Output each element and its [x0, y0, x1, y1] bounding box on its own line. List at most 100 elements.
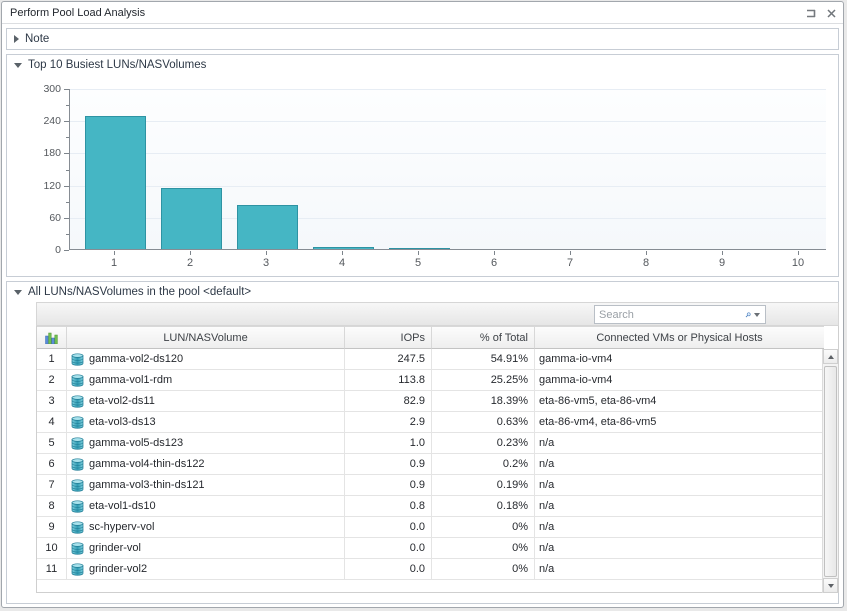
- table-row[interactable]: 3 eta-vol2-ds11 82.9 18.39% eta-86-vm5, eta-…: [37, 391, 838, 412]
- x-axis-label: 2: [186, 257, 194, 269]
- database-icon: [71, 394, 84, 408]
- iops-cell: 82.9: [345, 391, 432, 412]
- close-icon: [826, 8, 836, 18]
- table-row[interactable]: 2 gamma-vol1-rdm 113.8 25.25% gamma-io-vm4: [37, 370, 838, 391]
- database-icon: [71, 499, 84, 513]
- note-header[interactable]: Note: [7, 29, 838, 49]
- pct-cell: 18.39%: [432, 391, 535, 412]
- search-options-caret-icon[interactable]: [754, 312, 760, 317]
- y-minor-tick: [66, 105, 69, 106]
- chart-column-icon: [45, 332, 58, 344]
- x-axis-label: 3: [262, 257, 270, 269]
- hosts-cell: eta-86-vm4, eta-86-vm5: [535, 412, 824, 433]
- pct-cell: 0%: [432, 559, 535, 580]
- y-major-tick: [64, 153, 69, 154]
- lun-name: grinder-vol: [89, 542, 141, 554]
- table-row[interactable]: 8 eta-vol1-ds10 0.8 0.18% n/a: [37, 496, 838, 517]
- table-row[interactable]: 11 grinder-vol2 0.0 0% n/a: [37, 559, 838, 580]
- lun-cell: gamma-vol1-rdm: [67, 370, 345, 391]
- lun-cell: gamma-vol4-thin-ds122: [67, 454, 345, 475]
- pct-cell: 54.91%: [432, 349, 535, 370]
- lun-name: grinder-vol2: [89, 563, 148, 575]
- table-row[interactable]: 7 gamma-vol3-thin-ds121 0.9 0.19% n/a: [37, 475, 838, 496]
- column-header-pct[interactable]: % of Total: [432, 326, 535, 349]
- lun-name: gamma-vol3-thin-ds121: [89, 479, 205, 491]
- dock-restore-icon: [807, 9, 816, 17]
- row-rank: 11: [37, 559, 67, 580]
- x-tick: [570, 251, 571, 255]
- lun-name: eta-vol3-ds13: [89, 416, 156, 428]
- lun-name: eta-vol2-ds11: [89, 395, 155, 407]
- column-header-lun[interactable]: LUN/NASVolume: [67, 326, 345, 349]
- table-row[interactable]: 9 sc-hyperv-vol 0.0 0% n/a: [37, 517, 838, 538]
- scrollbar-thumb[interactable]: [824, 366, 837, 577]
- close-button[interactable]: [825, 7, 837, 19]
- table-row[interactable]: 10 grinder-vol 0.0 0% n/a: [37, 538, 838, 559]
- bar: [388, 248, 450, 249]
- hosts-cell: n/a: [535, 559, 824, 580]
- x-axis-label: 1: [110, 257, 118, 269]
- all-luns-panel: All LUNs/NASVolumes in the pool <default…: [6, 281, 839, 604]
- iops-cell: 0.0: [345, 517, 432, 538]
- x-axis-label: 7: [566, 257, 574, 269]
- database-icon: [71, 352, 84, 366]
- column-header-iops[interactable]: IOPs: [345, 326, 432, 349]
- vertical-scrollbar[interactable]: [822, 349, 838, 593]
- gridline: [70, 89, 826, 90]
- y-axis-label: 60: [49, 212, 61, 224]
- x-axis-label: 5: [414, 257, 422, 269]
- search-icon[interactable]: [745, 308, 751, 322]
- table-row[interactable]: 6 gamma-vol4-thin-ds122 0.9 0.2% n/a: [37, 454, 838, 475]
- hosts-cell: n/a: [535, 538, 824, 559]
- database-icon: [71, 457, 84, 471]
- table-row[interactable]: 4 eta-vol3-ds13 2.9 0.63% eta-86-vm4, eta-86…: [37, 412, 838, 433]
- arrow-down-icon: [827, 583, 834, 588]
- all-luns-section-header[interactable]: All LUNs/NASVolumes in the pool <default…: [7, 282, 838, 302]
- database-icon: [71, 541, 84, 555]
- dock-restore-button[interactable]: [805, 7, 817, 19]
- row-rank: 6: [37, 454, 67, 475]
- database-icon: [71, 562, 84, 576]
- x-axis-label: 9: [718, 257, 726, 269]
- lun-cell: gamma-vol2-ds120: [67, 349, 345, 370]
- y-minor-tick: [66, 202, 69, 203]
- iops-cell: 1.0: [345, 433, 432, 454]
- column-header-hosts[interactable]: Connected VMs or Physical Hosts: [535, 326, 824, 349]
- row-rank: 3: [37, 391, 67, 412]
- luns-table: LUN/NASVolume IOPs % of Total Connected …: [36, 326, 839, 593]
- rank-column-header[interactable]: [37, 326, 67, 349]
- row-rank: 10: [37, 538, 67, 559]
- x-axis-label: 6: [490, 257, 498, 269]
- lun-name: gamma-vol5-ds123: [89, 437, 184, 449]
- hosts-cell: n/a: [535, 454, 824, 475]
- lun-cell: gamma-vol3-thin-ds121: [67, 475, 345, 496]
- y-axis-label: 0: [55, 244, 61, 256]
- y-axis-label: 180: [43, 147, 61, 159]
- x-tick: [266, 251, 267, 255]
- row-rank: 8: [37, 496, 67, 517]
- table-row[interactable]: 1 gamma-vol2-ds120 247.5 54.91% gamma-io-vm4: [37, 349, 838, 370]
- x-tick: [418, 251, 419, 255]
- scroll-up-button[interactable]: [823, 349, 838, 364]
- iops-cell: 113.8: [345, 370, 432, 391]
- lun-name: eta-vol1-ds10: [89, 500, 156, 512]
- pct-cell: 0%: [432, 538, 535, 559]
- top10-section-header[interactable]: Top 10 Busiest LUNs/NASVolumes: [7, 55, 838, 75]
- table-row[interactable]: 5 gamma-vol5-ds123 1.0 0.23% n/a: [37, 433, 838, 454]
- lun-cell: eta-vol2-ds11: [67, 391, 345, 412]
- note-label: Note: [25, 33, 50, 45]
- lun-name: sc-hyperv-vol: [89, 521, 155, 533]
- x-tick: [798, 251, 799, 255]
- x-tick: [114, 251, 115, 255]
- iops-cell: 0.9: [345, 475, 432, 496]
- pct-cell: 0.18%: [432, 496, 535, 517]
- top10-chart-panel: Top 10 Busiest LUNs/NASVolumes 0 60 120 180…: [6, 54, 839, 277]
- row-rank: 1: [37, 349, 67, 370]
- title-bar: Perform Pool Load Analysis: [2, 2, 843, 24]
- lun-name: gamma-vol1-rdm: [89, 374, 173, 386]
- x-tick: [646, 251, 647, 255]
- chevron-down-icon: [14, 63, 22, 68]
- search-input[interactable]: [595, 307, 745, 322]
- scroll-down-button[interactable]: [823, 578, 838, 593]
- lun-cell: sc-hyperv-vol: [67, 517, 345, 538]
